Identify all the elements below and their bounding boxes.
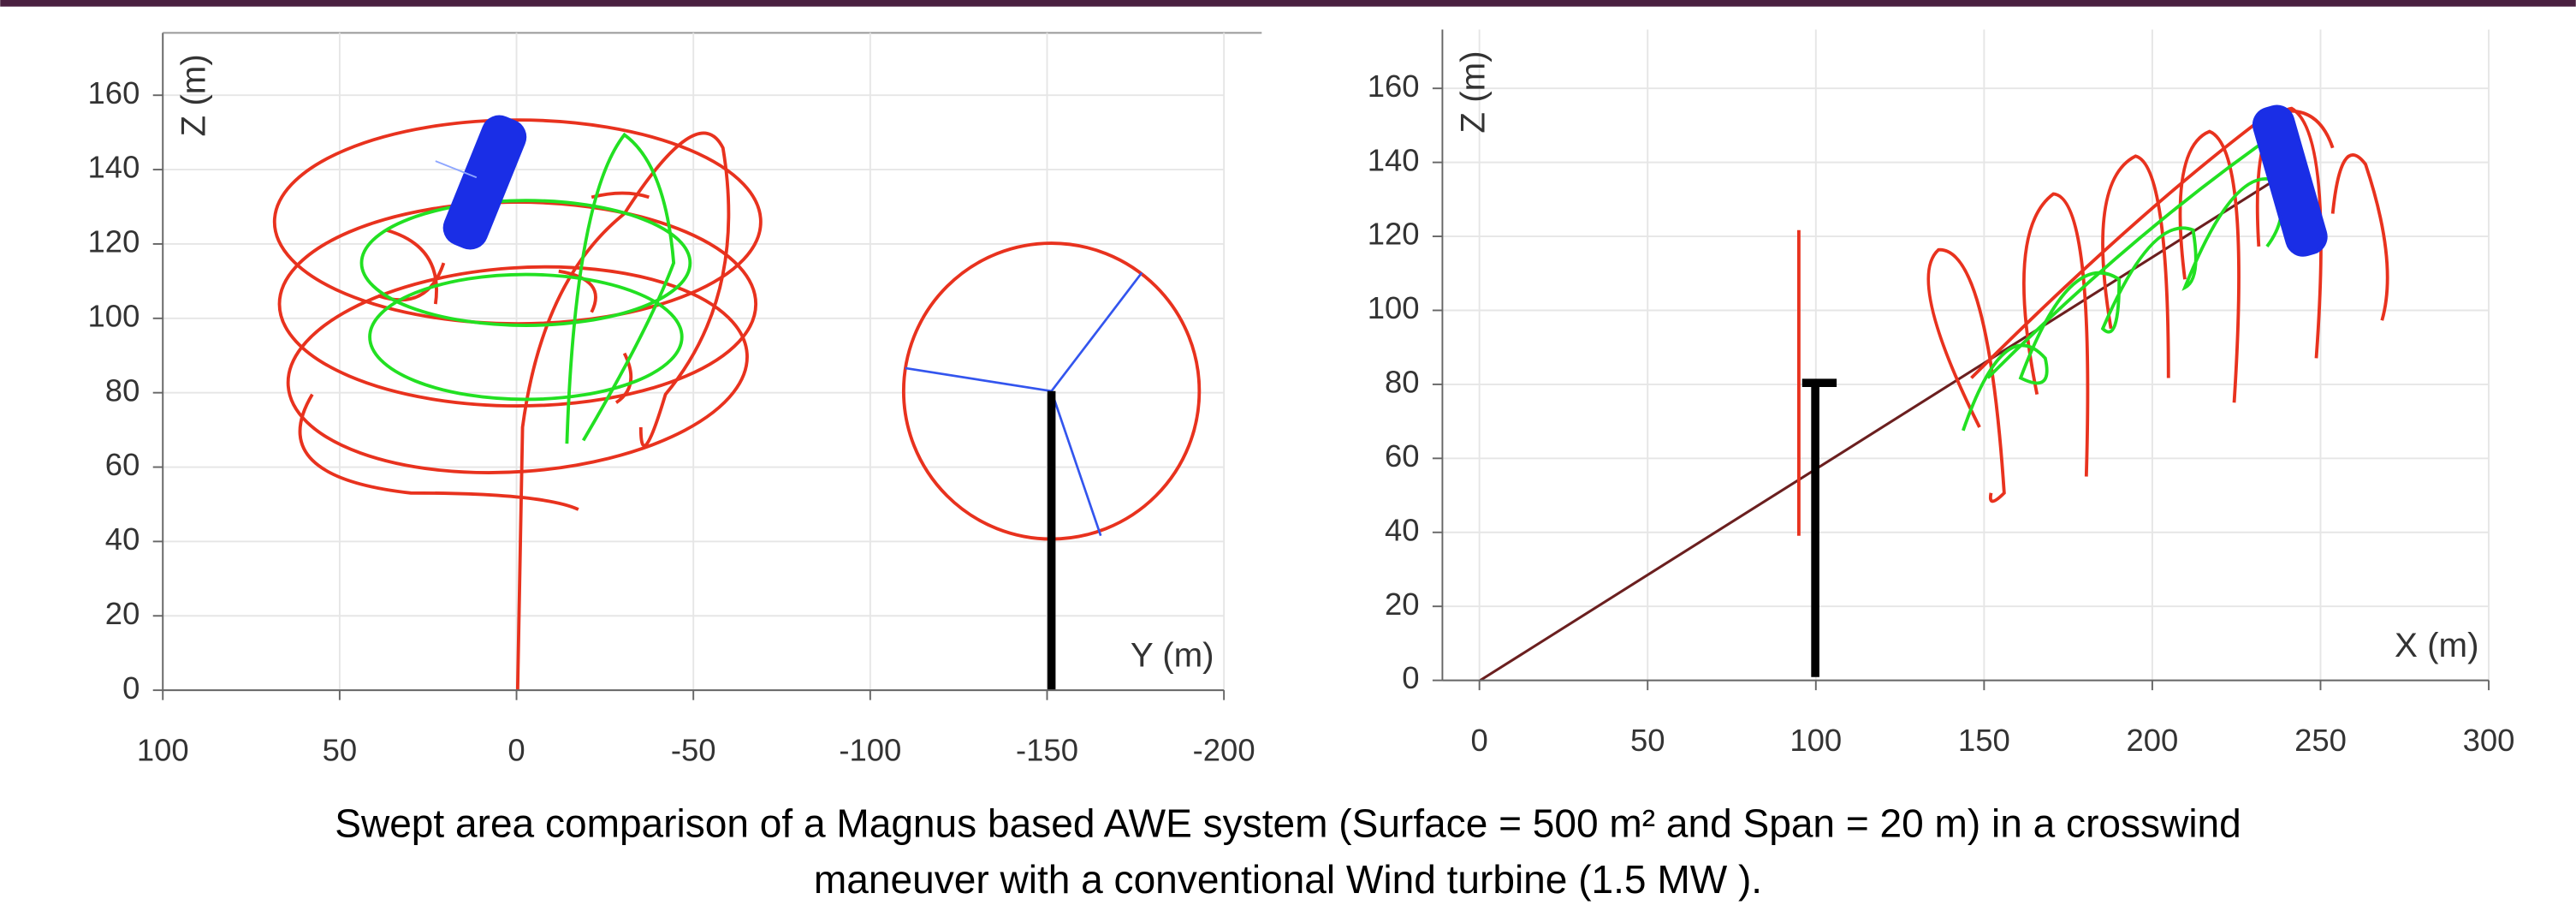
- x-tick-label: 250: [2294, 723, 2347, 758]
- y-axis-label: Z (m): [174, 54, 212, 136]
- caption: maneuver with a conventional Wind turbin…: [814, 857, 1762, 902]
- y-tick-label: 40: [1385, 512, 1420, 547]
- y-tick-label: 20: [105, 596, 140, 631]
- y-tick-label: 80: [1385, 365, 1420, 400]
- x-tick-label: 300: [2463, 723, 2515, 758]
- y-tick-label: 20: [1385, 587, 1420, 622]
- y-tick-label: 160: [1368, 68, 1420, 104]
- x-tick-label: 100: [137, 733, 189, 768]
- drawings: [272, 104, 2389, 691]
- x-tick-label: -100: [839, 733, 901, 768]
- x-tick-label: 0: [1471, 723, 1488, 758]
- x-tick-label: 100: [1790, 723, 1842, 758]
- x-tick-label: -50: [671, 733, 716, 768]
- y-tick-label: 80: [105, 372, 140, 408]
- y-axis-label: Z (m): [1453, 51, 1492, 133]
- x-tick-label: -150: [1016, 733, 1078, 768]
- y-tick-label: 160: [88, 75, 140, 110]
- y-tick-label: 140: [1368, 142, 1420, 177]
- y-tick-label: 120: [88, 224, 140, 259]
- x-tick-label: -200: [1193, 733, 1255, 768]
- y-tick-label: 100: [88, 298, 140, 333]
- x-axis-label: Y (m): [1131, 635, 1214, 674]
- top-bar: [0, 0, 2576, 7]
- y-tick-label: 120: [1368, 217, 1420, 252]
- y-tick-label: 0: [1402, 660, 1419, 695]
- y-tick-label: 0: [122, 670, 139, 706]
- x-axis-label: X (m): [2395, 626, 2478, 664]
- y-tick-label: 60: [105, 447, 140, 482]
- caption: Swept area comparison of a Magnus based …: [335, 801, 2241, 846]
- x-tick-label: 50: [323, 733, 358, 768]
- y-tick-label: 40: [105, 521, 140, 557]
- x-tick-label: 0: [507, 733, 525, 768]
- x-tick-label: 150: [1958, 723, 2010, 758]
- x-tick-label: 50: [1630, 723, 1665, 758]
- y-tick-label: 140: [88, 150, 140, 185]
- y-tick-label: 100: [1368, 290, 1420, 325]
- x-tick-label: 200: [2127, 723, 2179, 758]
- y-tick-label: 60: [1385, 438, 1420, 473]
